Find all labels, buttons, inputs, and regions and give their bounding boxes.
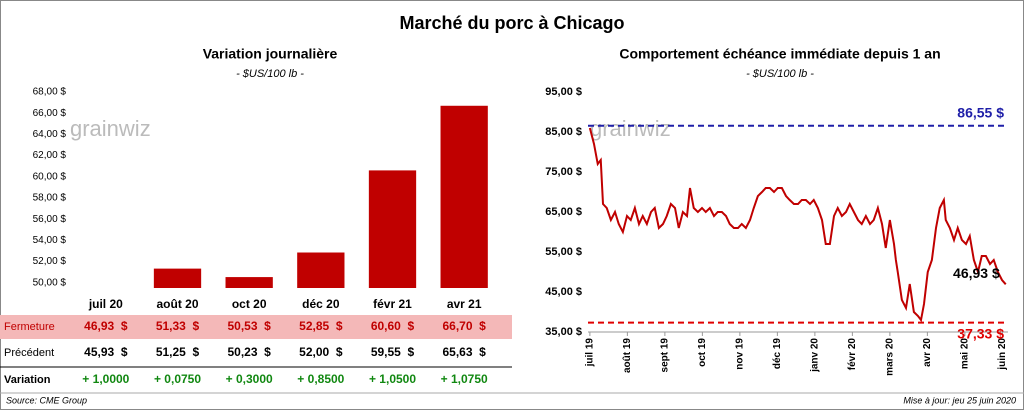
- chart-title: Variation journalière: [203, 46, 338, 62]
- x-tick-label: févr 20: [847, 338, 858, 371]
- x-tick-label: janv 20: [810, 338, 821, 373]
- table-cell: + 0,8500: [297, 372, 344, 386]
- bar: [225, 277, 273, 288]
- table-cell: 51,33 $: [156, 319, 200, 333]
- table-cell: + 0,0750: [154, 372, 201, 386]
- table-cell: 46,93 $: [84, 319, 128, 333]
- y-tick-label: 56,00 $: [33, 214, 67, 225]
- x-tick-label: déc 19: [772, 338, 783, 370]
- bar: [368, 170, 417, 288]
- updated: Mise à jour: jeu 25 juin 2020: [903, 395, 1016, 405]
- x-tick-label: juil 20: [88, 297, 123, 311]
- y-tick-label: 54,00 $: [33, 235, 67, 246]
- y-tick-label: 52,00 $: [33, 256, 67, 267]
- y-tick-label: 50,00 $: [33, 277, 67, 288]
- chart-title: Comportement échéance immédiate depuis 1…: [619, 46, 940, 62]
- y-tick-label: 95,00 $: [545, 86, 582, 98]
- x-tick-label: juil 19: [585, 338, 596, 368]
- table-cell: 50,23 $: [227, 345, 271, 359]
- row-label: Variation: [4, 374, 51, 386]
- chart-subtitle: - $US/100 lb -: [236, 68, 304, 80]
- y-tick-label: 66,00 $: [33, 108, 67, 119]
- page-title: Marché du porc à Chicago: [399, 13, 624, 33]
- watermark: grainwiz: [590, 116, 671, 141]
- reference-label: 86,55 $: [957, 105, 1004, 121]
- x-tick-label: août 20: [156, 297, 198, 311]
- x-tick-label: oct 19: [697, 338, 708, 367]
- x-tick-label: déc 20: [302, 297, 340, 311]
- highlight-row: [0, 315, 512, 339]
- table-cell: 52,85 $: [299, 319, 343, 333]
- table-cell: 65,63 $: [442, 345, 486, 359]
- value-label: 46,93 $: [953, 265, 1000, 281]
- bar: [153, 268, 202, 288]
- table-cell: + 1,0500: [369, 372, 416, 386]
- source: Source: CME Group: [6, 395, 87, 405]
- y-tick-label: 62,00 $: [33, 150, 67, 161]
- x-tick-label: avr 20: [922, 338, 933, 367]
- y-tick-label: 65,00 $: [545, 206, 582, 218]
- x-tick-label: oct 20: [232, 297, 267, 311]
- chart-subtitle: - $US/100 lb -: [746, 68, 814, 80]
- x-tick-label: févr 21: [373, 297, 412, 311]
- x-tick-label: août 19: [622, 338, 633, 373]
- table-cell: + 1,0750: [441, 372, 488, 386]
- watermark: grainwiz: [70, 116, 151, 141]
- table-cell: + 0,3000: [226, 372, 273, 386]
- y-tick-label: 60,00 $: [33, 171, 67, 182]
- x-tick-label: nov 19: [735, 338, 746, 370]
- y-tick-label: 85,00 $: [545, 126, 582, 138]
- row-label: Précédent: [4, 347, 54, 359]
- x-tick-label: juin 20: [997, 338, 1008, 371]
- bar: [297, 252, 345, 288]
- table-cell: + 1,0000: [82, 372, 129, 386]
- table-cell: 51,25 $: [156, 345, 200, 359]
- y-tick-label: 68,00 $: [33, 87, 67, 98]
- bar: [440, 105, 488, 288]
- x-tick-label: mai 20: [960, 338, 971, 370]
- y-tick-label: 45,00 $: [545, 286, 582, 298]
- x-tick-label: sept 19: [660, 338, 671, 373]
- table-cell: 45,93 $: [84, 345, 128, 359]
- line: [588, 127, 1007, 323]
- table-cell: 50,53 $: [227, 319, 271, 333]
- table-cell: 66,70 $: [442, 319, 486, 333]
- y-tick-label: 64,00 $: [33, 129, 67, 140]
- y-tick-label: 58,00 $: [33, 193, 67, 204]
- y-tick-label: 35,00 $: [545, 326, 582, 338]
- table-cell: 52,00 $: [299, 345, 343, 359]
- table-cell: 60,60 $: [371, 319, 415, 333]
- x-tick-label: avr 21: [447, 297, 482, 311]
- y-tick-label: 55,00 $: [545, 246, 582, 258]
- y-tick-label: 75,00 $: [545, 166, 582, 178]
- row-label: Fermeture: [4, 321, 55, 333]
- table-cell: 59,55 $: [371, 345, 415, 359]
- x-tick-label: mars 20: [885, 338, 896, 376]
- reference-label: 37,33 $: [957, 325, 1004, 341]
